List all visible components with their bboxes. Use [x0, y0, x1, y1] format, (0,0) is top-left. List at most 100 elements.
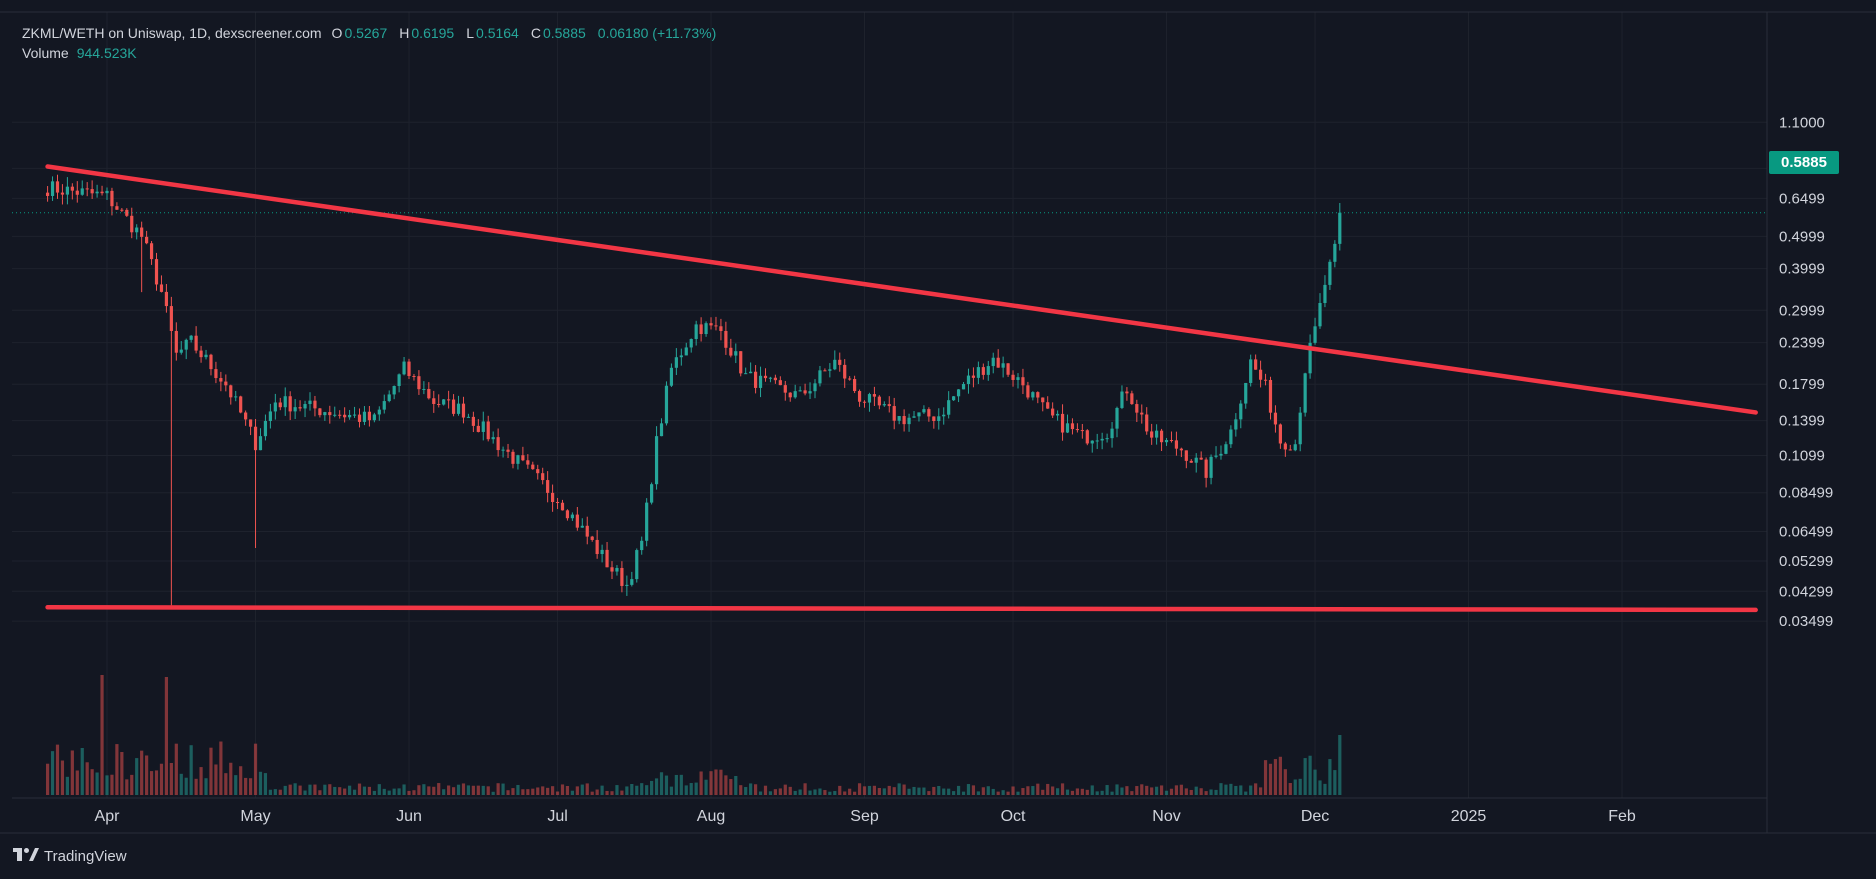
- candle-body: [659, 423, 664, 437]
- volume-bars: [45, 675, 1342, 795]
- candle-body: [348, 414, 352, 418]
- candle-body: [625, 584, 629, 586]
- candle-body: [902, 416, 906, 425]
- volume-bar: [60, 760, 65, 795]
- candle-body: [125, 209, 129, 216]
- candle-body: [1194, 457, 1198, 463]
- volume-bar: [550, 786, 555, 795]
- candle-body: [753, 371, 758, 388]
- volume-bar: [937, 785, 941, 795]
- candle-body: [1239, 403, 1243, 420]
- volume-bar: [1150, 787, 1154, 795]
- candle-body: [1293, 444, 1297, 451]
- candle-body: [466, 416, 471, 418]
- candle-body: [451, 399, 456, 414]
- volume-bar: [130, 774, 134, 795]
- candle-body: [184, 339, 188, 350]
- candle-body: [645, 502, 649, 541]
- trendlines[interactable]: [45, 164, 1758, 613]
- volume-bar: [699, 771, 703, 795]
- volume-bar: [882, 788, 886, 795]
- candle-body: [773, 377, 777, 381]
- volume-label: Volume: [22, 45, 69, 61]
- candle-body: [1080, 430, 1084, 432]
- volume-bar: [1293, 779, 1297, 795]
- volume-bar: [1249, 785, 1253, 795]
- price-tick-label: 0.4999: [1779, 228, 1825, 245]
- low-label: L: [466, 25, 475, 41]
- candle-body: [387, 394, 391, 402]
- volume-bar: [1120, 787, 1124, 795]
- candle-body: [546, 480, 550, 493]
- volume-bar: [892, 787, 896, 795]
- volume-bar: [838, 785, 842, 795]
- candle-body: [447, 399, 451, 401]
- volume-bar: [268, 789, 272, 795]
- candle-body: [843, 364, 847, 379]
- volume-bar: [412, 790, 416, 795]
- volume-bar: [615, 785, 619, 795]
- candle-body: [768, 377, 773, 379]
- candle-body: [793, 391, 797, 398]
- volume-bar: [154, 770, 159, 795]
- volume-bar: [966, 784, 971, 795]
- candle-body: [580, 525, 584, 528]
- time-tick-label: Jun: [396, 808, 422, 825]
- candle-body: [367, 411, 372, 421]
- candle-body: [1155, 430, 1159, 438]
- candle-body: [234, 396, 238, 398]
- volume-bar: [357, 783, 362, 795]
- candle-body: [70, 186, 74, 191]
- volume-bar: [80, 747, 84, 795]
- volume-bar: [689, 783, 693, 795]
- tradingview-branding[interactable]: TradingView: [13, 848, 127, 865]
- price-tick-label: 0.2999: [1779, 302, 1825, 319]
- volume-bar: [793, 790, 797, 795]
- candle-body: [1189, 460, 1193, 463]
- candle-body: [65, 186, 69, 195]
- volume-bar: [125, 779, 129, 795]
- symbol-title[interactable]: ZKML/WETH on Uniswap, 1D, dexscreener.co…: [22, 25, 322, 41]
- candle-body: [724, 330, 728, 348]
- candle-body: [536, 469, 540, 474]
- volume-bar: [1110, 791, 1114, 795]
- candle-body: [704, 323, 708, 335]
- candle-body: [709, 323, 713, 326]
- grid-lines: [12, 12, 1767, 798]
- volume-bar: [382, 788, 386, 795]
- candle-body: [50, 181, 55, 196]
- volume-bar: [744, 787, 748, 795]
- volume-bar: [387, 790, 391, 795]
- candle-body: [813, 383, 817, 392]
- volume-bar: [1263, 760, 1268, 795]
- volume-bar: [823, 790, 827, 795]
- volume-bar: [1338, 735, 1342, 795]
- volume-bar: [244, 777, 248, 795]
- volume-bar: [575, 786, 579, 795]
- candle-body: [244, 412, 248, 420]
- volume-bar: [922, 787, 926, 795]
- time-tick-label: 2025: [1451, 808, 1487, 825]
- candle-body: [857, 391, 862, 402]
- candle-body: [140, 227, 144, 237]
- volume-bar: [1214, 789, 1218, 795]
- price-axis[interactable]: 1.10000.80000.64990.49990.39990.29990.23…: [1779, 114, 1833, 630]
- candle-body: [778, 380, 782, 386]
- candle-body: [932, 416, 936, 422]
- volume-bar: [1273, 759, 1278, 795]
- volume-bar: [1224, 784, 1228, 795]
- candle-body: [258, 436, 263, 451]
- candle-body: [1135, 404, 1139, 413]
- volume-bar: [1308, 755, 1312, 795]
- volume-bar: [912, 786, 916, 795]
- candle-body: [263, 420, 268, 437]
- volume-bar: [828, 791, 832, 795]
- volume-bar: [1145, 785, 1149, 795]
- volume-bar: [803, 783, 807, 795]
- volume-bar: [630, 783, 634, 795]
- trendline: [45, 605, 1758, 613]
- volume-bar: [239, 766, 243, 795]
- time-axis[interactable]: Apr May Jun Jul Aug Sep Oct Nov Dec 2025 Feb: [95, 808, 1636, 825]
- volume-bar: [758, 791, 763, 795]
